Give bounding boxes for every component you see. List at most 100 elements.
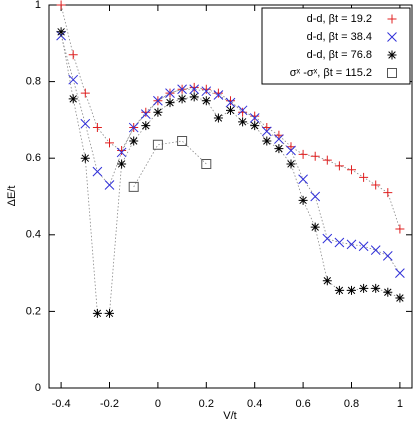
marker xyxy=(334,161,344,171)
marker xyxy=(189,82,199,92)
marker xyxy=(105,138,114,148)
marker xyxy=(358,241,369,252)
marker xyxy=(116,147,127,158)
marker xyxy=(92,123,102,133)
marker xyxy=(262,123,272,133)
marker xyxy=(141,121,151,131)
marker xyxy=(105,308,114,318)
marker xyxy=(347,165,356,175)
plot-frame xyxy=(48,4,413,389)
marker xyxy=(237,105,248,116)
marker xyxy=(225,97,236,108)
marker xyxy=(177,94,187,104)
legend-label: d-d, βt = 19.2 xyxy=(307,13,372,25)
marker xyxy=(189,84,200,95)
marker xyxy=(92,308,102,318)
marker xyxy=(274,144,284,154)
series-line xyxy=(133,140,207,188)
x-tick-label: -0.4 xyxy=(52,398,71,410)
marker xyxy=(117,159,127,169)
marker xyxy=(387,50,397,60)
marker xyxy=(359,283,369,293)
marker xyxy=(371,283,381,293)
marker xyxy=(310,191,321,202)
marker xyxy=(129,136,139,146)
marker xyxy=(153,107,163,117)
marker xyxy=(226,105,235,115)
marker xyxy=(104,180,115,190)
legend-label: d-d, βt = 76.8 xyxy=(307,49,372,61)
marker xyxy=(189,92,199,102)
marker xyxy=(262,136,272,146)
marker xyxy=(383,188,393,198)
marker xyxy=(92,166,103,177)
marker xyxy=(334,237,345,248)
marker xyxy=(383,287,393,297)
marker xyxy=(80,118,91,129)
x-tick-label: 0.4 xyxy=(247,398,262,410)
legend-label: d-d, βt = 38.4 xyxy=(307,31,372,43)
y-axis-label: ΔE/t xyxy=(6,186,18,207)
y-tick-label: 0.4 xyxy=(26,229,41,241)
marker xyxy=(298,195,308,205)
marker xyxy=(310,151,320,161)
marker xyxy=(68,50,78,60)
marker xyxy=(298,149,308,159)
marker xyxy=(249,113,260,123)
marker xyxy=(395,268,405,278)
marker xyxy=(395,224,405,234)
y-tick-label: 0 xyxy=(35,382,41,394)
marker xyxy=(298,174,308,185)
x-tick-label: 1 xyxy=(397,398,403,410)
marker xyxy=(80,153,90,163)
x-tick-label: 0.8 xyxy=(344,398,359,410)
marker xyxy=(322,276,332,286)
marker xyxy=(387,32,397,42)
marker xyxy=(213,113,223,123)
marker xyxy=(213,88,223,98)
marker xyxy=(128,181,139,192)
y-tick-label: 0.6 xyxy=(26,152,41,164)
x-tick-label: 0.6 xyxy=(295,398,310,410)
marker xyxy=(165,88,175,98)
y-tick-label: 1 xyxy=(35,0,41,11)
marker xyxy=(68,74,79,85)
marker xyxy=(346,239,357,250)
marker xyxy=(395,293,405,303)
marker xyxy=(261,126,272,137)
marker xyxy=(370,245,381,255)
marker xyxy=(128,122,139,133)
marker xyxy=(286,145,296,156)
marker xyxy=(382,251,393,261)
marker xyxy=(56,0,66,10)
x-tick-label: 0 xyxy=(155,398,161,410)
marker xyxy=(165,98,175,108)
legend-label: σˣ -σˣ, βt = 115.2 xyxy=(290,67,372,79)
marker xyxy=(238,117,248,127)
y-tick-label: 0.2 xyxy=(26,305,41,317)
marker xyxy=(250,121,260,131)
x-axis-label: V/t xyxy=(223,410,236,422)
marker xyxy=(177,84,187,95)
marker xyxy=(359,172,369,182)
marker xyxy=(387,68,397,78)
marker xyxy=(387,14,397,24)
marker xyxy=(141,107,151,117)
marker xyxy=(140,109,151,120)
marker xyxy=(152,139,163,150)
x-tick-label: 0.2 xyxy=(199,398,214,410)
marker xyxy=(213,90,224,100)
marker xyxy=(68,94,78,104)
marker xyxy=(347,285,356,295)
marker xyxy=(177,135,188,146)
marker xyxy=(310,222,320,232)
marker xyxy=(117,146,127,156)
x-tick-label: -0.2 xyxy=(100,398,119,410)
marker xyxy=(371,180,381,190)
marker xyxy=(274,134,284,144)
marker xyxy=(201,158,212,169)
marker xyxy=(322,233,333,244)
marker xyxy=(334,285,344,295)
marker xyxy=(56,27,66,37)
